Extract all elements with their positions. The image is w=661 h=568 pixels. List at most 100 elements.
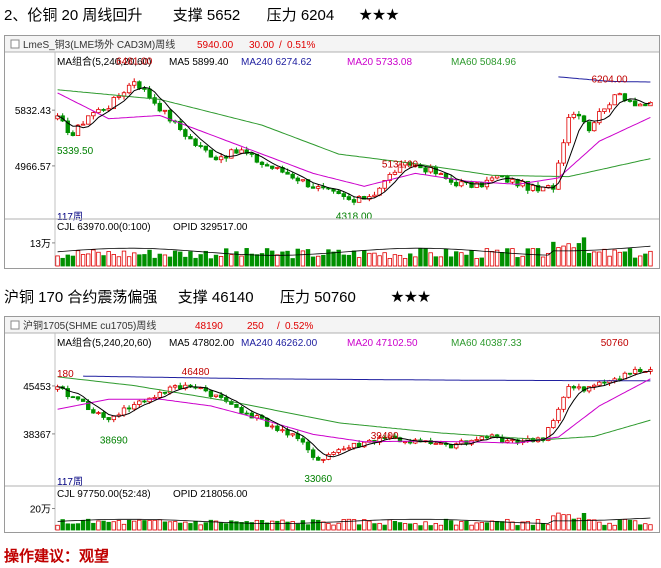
volume-bar [586,253,592,267]
volume-bar [101,520,106,531]
rating-stars: ★★★ [358,7,400,24]
candle-body [597,381,602,386]
volume-bar [597,251,602,267]
volume-bar [576,243,582,267]
candle-body [392,435,398,439]
candle-body [454,443,459,449]
candle-body [372,194,377,197]
volume-bar [392,520,398,531]
volume-bar [551,515,556,531]
candle-body [208,149,214,158]
volume-bar [203,250,208,267]
candle-body [474,439,479,441]
change-sep: / [279,40,282,51]
heading-title: 伦铜 20 周线回升 [27,7,143,24]
volume-bar [648,524,653,531]
toolbar-bg [5,317,659,333]
volume-bar [520,521,525,531]
heading-title: 沪铜 170 合约震荡偏强 [4,289,158,306]
volume-bar [229,254,234,267]
volume-bar [316,255,321,267]
candle-body [264,164,270,167]
volume-bar [561,245,566,267]
candle-body [106,417,111,421]
candle-body [530,184,536,191]
candle-body [239,149,244,154]
chart-symbol: LmeS_铜3(LME场外 CAD3M)周线 [23,38,175,51]
volume-bar [546,524,551,531]
volume-bar [249,522,254,531]
volume-bar [132,252,137,267]
candle-body [224,397,229,402]
last-price: 5940.00 [197,40,234,51]
candle-body [546,185,551,188]
ma60-legend: MA60 40387.33 [451,338,522,349]
candle-body [285,171,290,175]
candle-body [602,108,607,112]
volume-bar [397,254,403,267]
volume-bar [193,520,198,531]
volume-bar [198,254,203,267]
candle-body [111,97,116,110]
volume-bar [438,524,444,531]
candle-body [96,412,101,414]
volume-bar [535,519,541,531]
ma5-line [57,370,651,458]
candle-body [290,433,295,436]
candle-body [142,400,147,403]
volume-bar [612,524,617,531]
candle-body [356,442,362,448]
volume-bar [70,523,76,531]
volume-bar [602,524,607,531]
volume-bar [280,519,285,531]
volume-bar [494,520,500,531]
volume-bar [270,250,275,267]
candle-body [142,87,147,90]
candle-body [525,180,530,191]
volume-bar [111,521,116,531]
volume-bar [290,258,295,267]
volume-bar [408,523,413,531]
candle-body [438,173,444,175]
volume-bar [75,523,81,531]
y-tick-label: 38367 [23,430,51,441]
volume-bar [535,248,541,267]
candle-body [65,388,70,398]
volume-bar [612,249,617,267]
candle-body [70,132,76,136]
candle-body [597,111,602,124]
change-percent: 0.51% [287,40,315,51]
candle-body [224,156,229,159]
volume-bar [479,522,484,531]
candle-body [346,447,352,450]
volume-bar [561,514,566,531]
volume-bar [331,524,336,531]
candle-body [433,442,438,445]
volume-bar [208,519,214,531]
volume-bar [617,519,622,531]
volume-bar [55,524,60,531]
volume-bar [418,525,423,531]
candle-body [351,442,357,449]
candle-body [351,199,357,203]
volume-bar [546,252,551,267]
volume-bar [428,525,433,531]
candle-body [566,117,571,144]
candle-body [382,437,387,439]
candle-body [638,103,643,107]
volume-bar [362,519,367,531]
volume-bar [372,252,377,267]
volume-bar [428,252,433,267]
candle-body [157,391,162,398]
volume-bar [147,519,152,531]
candle-body [408,441,413,444]
candle-body [643,103,648,107]
ma240-line [83,375,651,382]
candle-body [632,368,638,374]
candle-body [106,108,111,111]
chart-panel-shfe: 沪铜1705(SHME cu1705)周线 48190 250 / 0.52% MA组合(… [4,316,660,533]
candle-body [402,441,408,444]
y-tick-label: 5832.43 [15,106,52,117]
volume-bar [638,255,643,267]
candle-body [341,448,346,451]
